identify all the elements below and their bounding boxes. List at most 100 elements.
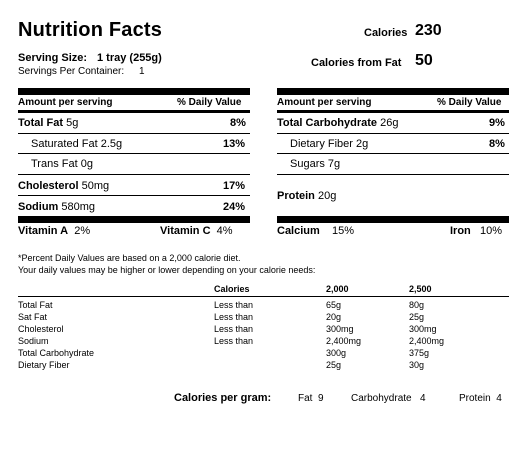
nutrient-row-sodium: Sodium 580mg [18, 201, 95, 213]
nutrient-name: Cholesterol [18, 180, 79, 192]
daily-value-cholesterol: 17% [223, 180, 246, 192]
nutrient-row-total-carbohydrate: Total Carbohydrate 26g [277, 117, 398, 129]
nutrient-amount: 26g [380, 117, 399, 129]
row-rule [277, 133, 509, 134]
nutrient-name: Trans Fat [31, 158, 78, 170]
nutrient-name: Total Fat [18, 117, 64, 129]
row-rule [18, 153, 250, 154]
nutrient-name: Sodium [18, 201, 59, 213]
table-row-2500: 2,400mg [409, 336, 445, 346]
table-rule [18, 296, 509, 297]
top-thick-rule-right [277, 88, 509, 95]
nutrient-amount: 0g [80, 158, 93, 170]
table-row-label: Total Carbohydrate [18, 348, 95, 358]
nutrient-name: Saturated Fat [31, 138, 98, 150]
table-row-label: Dietary Fiber [18, 360, 70, 370]
header-rule-right [277, 110, 509, 113]
table-row-2500: 300mg [409, 324, 437, 334]
table-row-label: Sodium [18, 336, 49, 346]
table-row-2500: 375g [409, 348, 430, 358]
table-row-2000: 25g [326, 360, 342, 370]
footnote-line-2: Your daily values may be higher or lower… [18, 265, 316, 275]
header-rule-left [18, 110, 250, 113]
nutrient-name: Total Carbohydrate [277, 117, 378, 129]
row-rule [18, 195, 250, 196]
per-gram-fat-value: 9 [318, 393, 324, 404]
row-rule [277, 153, 509, 154]
nutrient-amount: 5g [66, 117, 79, 129]
per-gram-protein-value: 4 [496, 393, 502, 404]
daily-value-header-right: % Daily Value [437, 97, 502, 108]
row-rule [277, 174, 509, 175]
nutrient-row-sugars: Sugars 7g [290, 158, 340, 170]
calories-from-fat-label: Calories from Fat [311, 57, 402, 69]
nutrient-amount: 20g [317, 190, 337, 202]
calories-from-fat-value: 50 [415, 52, 433, 69]
daily-value-header-left: % Daily Value [177, 97, 242, 108]
daily-value-sodium: 24% [223, 201, 246, 213]
vitamin-a-value: 2% [74, 225, 91, 237]
nutrient-row-protein: Protein 20g [277, 190, 336, 202]
daily-value-total-carbohydrate: 9% [489, 117, 505, 129]
per-gram-protein-label: Protein [459, 393, 491, 404]
vitamin-c-label: Vitamin C [160, 225, 211, 237]
serving-size-value: 1 tray (255g) [97, 52, 162, 64]
daily-value-dietary-fiber: 8% [489, 138, 505, 150]
nutrient-row-dietary-fiber: Dietary Fiber 2g [290, 138, 368, 150]
table-row-2000: 65g [326, 300, 342, 310]
row-rule [18, 174, 250, 175]
per-gram-carbohydrate-label: Carbohydrate [351, 393, 412, 404]
table-row-qualifier: Less than [214, 312, 254, 322]
servings-per-container-value: 1 [139, 66, 145, 77]
per-gram-carbohydrate: Carbohydrate 4 [351, 393, 426, 404]
nutrient-row-total-fat: Total Fat 5g [18, 117, 78, 129]
nutrient-name: Dietary Fiber [290, 138, 353, 150]
iron-label: Iron [450, 225, 471, 237]
nutrient-amount: 50mg [81, 180, 110, 192]
per-gram-protein: Protein 4 [459, 393, 502, 404]
serving-size-label: Serving Size: [18, 52, 88, 64]
calories-per-gram-label: Calories per gram: [174, 392, 272, 404]
table-row-2000: 300mg [326, 324, 354, 334]
footnote-line-1: *Percent Daily Values are based on a 2,0… [18, 253, 241, 263]
daily-value-saturated-fat: 13% [223, 138, 246, 150]
servings-per-container-label: Servings Per Container: [18, 66, 125, 77]
vitamin-a-label: Vitamin A [18, 225, 69, 237]
table-row-2000: 2,400mg [326, 336, 362, 346]
calcium: Calcium 15% [277, 225, 354, 237]
vitamin-c-value: 4% [216, 225, 233, 237]
table-header-calories: Calories [214, 284, 250, 294]
calories-value: 230 [415, 22, 442, 39]
table-row-label: Cholesterol [18, 324, 64, 334]
row-rule [18, 133, 250, 134]
calories-label: Calories [364, 27, 408, 39]
vitamin-a: Vitamin A 2% [18, 225, 90, 237]
table-row-2500: 80g [409, 300, 425, 310]
nutrient-name: Protein [277, 190, 315, 202]
table-row-2000: 300g [326, 348, 347, 358]
table-row-2500: 30g [409, 360, 425, 370]
table-row-qualifier: Less than [214, 324, 254, 334]
bottom-thick-rule-left [18, 216, 250, 223]
amount-per-serving-header-right: Amount per serving [277, 97, 372, 108]
iron-value: 10% [479, 225, 502, 237]
vitamin-c: Vitamin C 4% [160, 225, 233, 237]
per-gram-fat-label: Fat [298, 393, 313, 404]
nutrient-row-trans-fat: Trans Fat 0g [31, 158, 93, 170]
per-gram-fat: Fat 9 [298, 393, 324, 404]
calcium-value: 15% [332, 225, 355, 237]
daily-value-total-fat: 8% [230, 117, 246, 129]
nutrient-amount: 580mg [61, 201, 96, 213]
iron: Iron 10% [450, 225, 502, 237]
nutrient-amount: 2g [356, 138, 369, 150]
nutrient-amount: 7g [327, 158, 341, 170]
amount-per-serving-header-left: Amount per serving [18, 97, 113, 108]
top-thick-rule-left [18, 88, 250, 95]
nutrient-amount: 2.5g [100, 138, 123, 150]
label-title: Nutrition Facts [18, 19, 163, 41]
bottom-thick-rule-right [277, 216, 509, 223]
table-row-2500: 25g [409, 312, 425, 322]
table-header-2500: 2,500 [409, 284, 432, 294]
table-row-2000: 20g [326, 312, 342, 322]
table-row-qualifier: Less than [214, 336, 254, 346]
